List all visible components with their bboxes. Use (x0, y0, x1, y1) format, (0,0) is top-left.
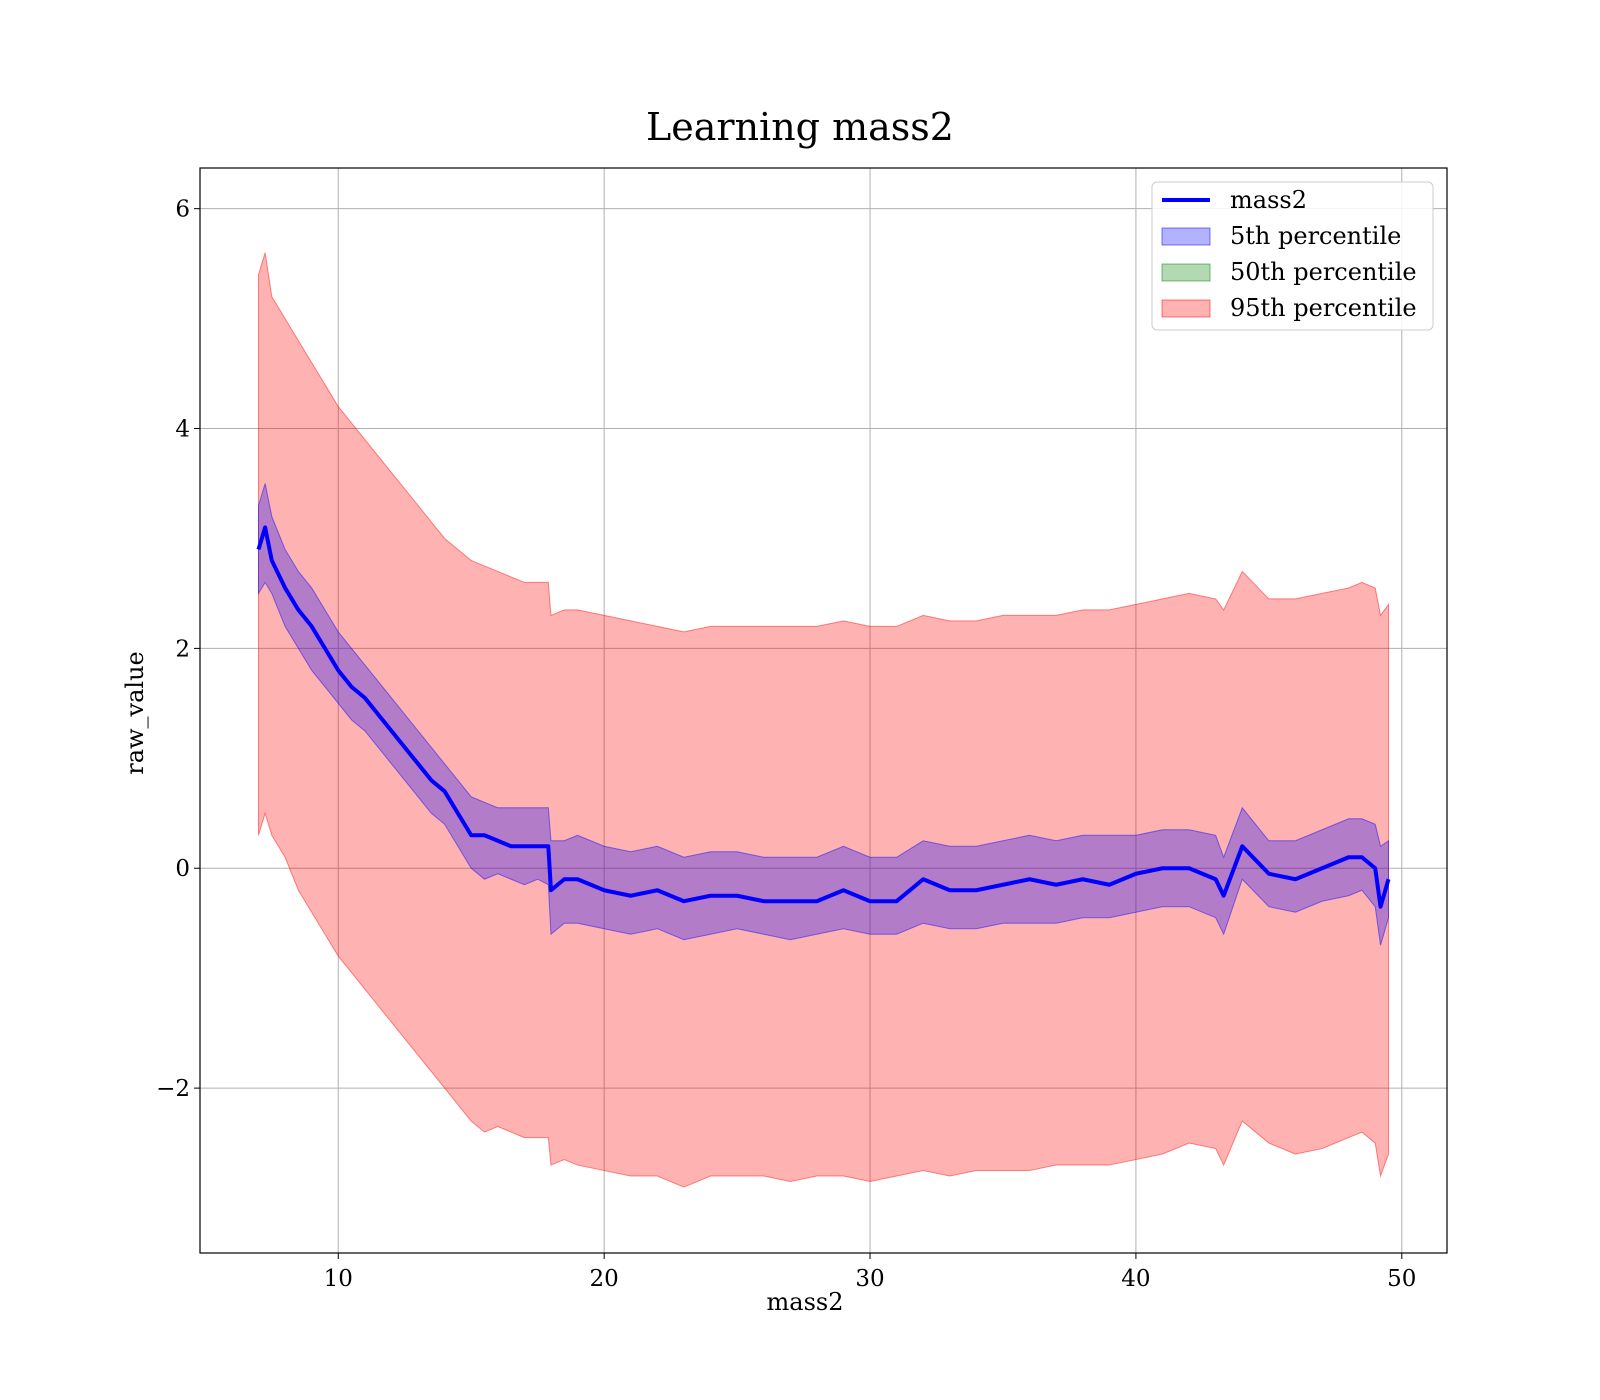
chart-title: Learning mass2 (646, 105, 954, 149)
legend-entry-label: 50th percentile (1230, 258, 1417, 286)
series-line-mass2 (256, 525, 1391, 909)
legend-swatch-patch (1161, 263, 1211, 282)
y-tick-label: 0 (175, 856, 190, 882)
y-tick-label: 4 (175, 417, 190, 443)
x-axis-ticks: 10 20 30 40 50 (324, 1253, 1416, 1292)
x-tick-label: 40 (1121, 1266, 1150, 1292)
legend: mass2 5th percentile 50th percentile 95th p… (1151, 181, 1434, 331)
legend-entry-label: 95th percentile (1230, 294, 1417, 322)
band-5th-percentile (257, 483, 1390, 946)
legend-swatch-patch (1161, 227, 1211, 246)
x-tick-label: 20 (590, 1266, 619, 1292)
legend-swatch-patch (1161, 299, 1211, 318)
plot-frame (199, 167, 1448, 1254)
series-lines (256, 525, 1391, 909)
y-tick-label: 6 (175, 197, 190, 223)
legend-entry-label: mass2 (1230, 186, 1307, 214)
band-95th-percentile (257, 252, 1390, 1188)
x-axis-label: mass2 (767, 1288, 844, 1316)
legend-box (1151, 181, 1434, 331)
x-tick-label: 50 (1387, 1266, 1416, 1292)
plot-area (199, 167, 1448, 1254)
y-axis-label: raw_value (121, 651, 149, 775)
x-tick-label: 10 (324, 1266, 353, 1292)
x-tick-label: 30 (855, 1266, 884, 1292)
percentile-bands (257, 252, 1390, 1188)
y-tick-label: 2 (175, 636, 190, 662)
legend-entry-label: 5th percentile (1230, 222, 1401, 250)
y-axis-ticks: −2 0 2 4 6 (156, 197, 200, 1102)
y-tick-label: −2 (156, 1076, 190, 1102)
